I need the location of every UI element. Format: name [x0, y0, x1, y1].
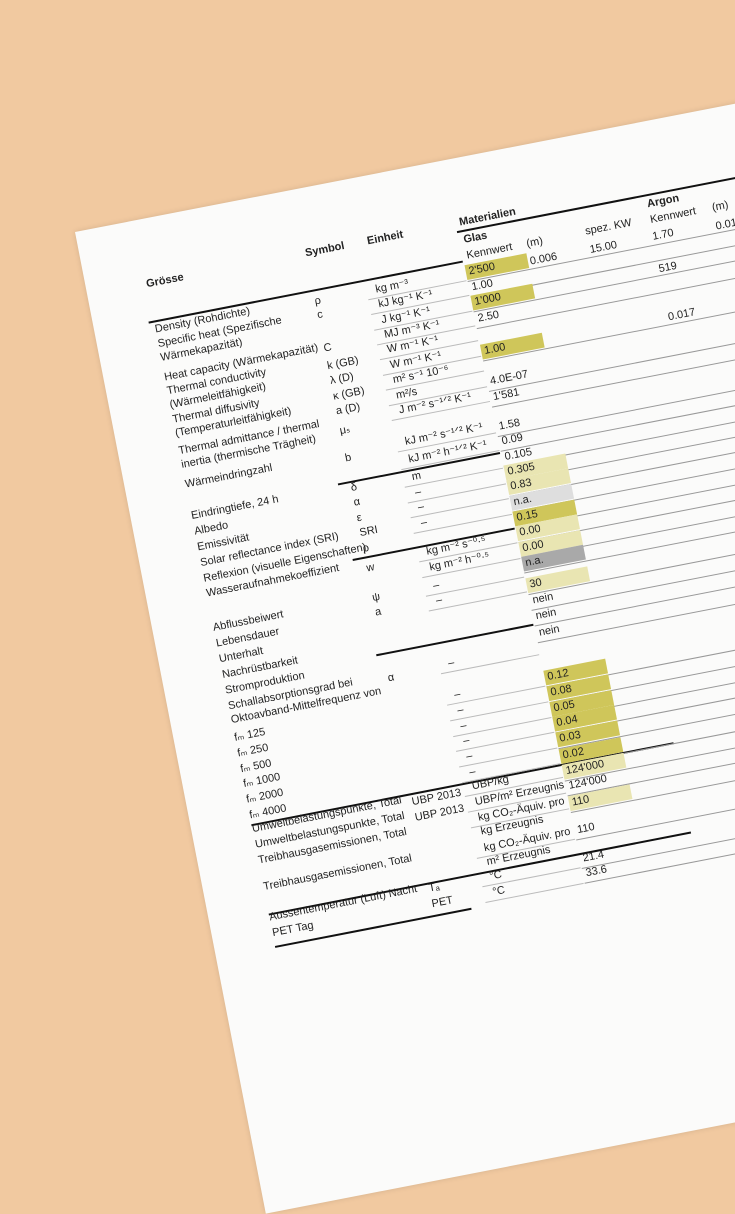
- quantity-label: Eindringtiefe, 24 h: [190, 493, 280, 522]
- unit: –: [456, 703, 465, 717]
- symbol: ψ: [371, 590, 382, 604]
- symbol: ρ: [361, 541, 371, 555]
- unit: –: [462, 734, 471, 748]
- section-rule: [376, 623, 534, 657]
- symbol: ρ: [313, 294, 322, 308]
- unit: –: [434, 593, 444, 607]
- unit: –: [459, 719, 468, 733]
- unit: –: [468, 765, 477, 779]
- symbol: c: [316, 308, 324, 322]
- unit: –: [419, 516, 429, 530]
- unit: –: [465, 749, 474, 763]
- symbol: SRI: [358, 523, 379, 540]
- column-label: spez. KW: [584, 216, 633, 238]
- header-quantity: Grösse: [145, 271, 185, 291]
- symbol: μₛ: [338, 423, 352, 438]
- symbol: k (GB): [326, 354, 360, 373]
- unit-rule: [440, 654, 540, 675]
- value-cell: 0.017: [667, 306, 697, 324]
- symbol: C: [322, 341, 333, 355]
- header-symbol: Symbol: [304, 239, 346, 260]
- column-label: (m): [525, 235, 544, 250]
- unit: –: [413, 485, 423, 499]
- unit: –: [432, 579, 441, 593]
- value-cell: 519: [657, 259, 679, 276]
- symbol: α: [352, 495, 362, 509]
- symbol: b: [344, 451, 353, 465]
- symbol: a: [374, 605, 383, 619]
- symbol: δ: [349, 480, 359, 494]
- header-unit: Einheit: [366, 228, 405, 248]
- column-label: (m): [710, 198, 730, 214]
- unit: –: [416, 500, 426, 514]
- unit: °C: [491, 884, 506, 899]
- symbol: w: [365, 561, 376, 575]
- unit-rule: [428, 591, 528, 612]
- unit: m: [410, 469, 423, 484]
- symbol: PET: [430, 894, 454, 911]
- unit: °C: [488, 868, 503, 883]
- unit: –: [453, 688, 462, 702]
- symbol: a (D): [334, 400, 362, 418]
- symbol: Tₐ: [427, 880, 441, 895]
- document-sheet: Grösse Symbol Einheit Materialien Glas A…: [75, 60, 735, 1214]
- symbol: ε: [355, 511, 363, 525]
- unit: –: [447, 656, 456, 670]
